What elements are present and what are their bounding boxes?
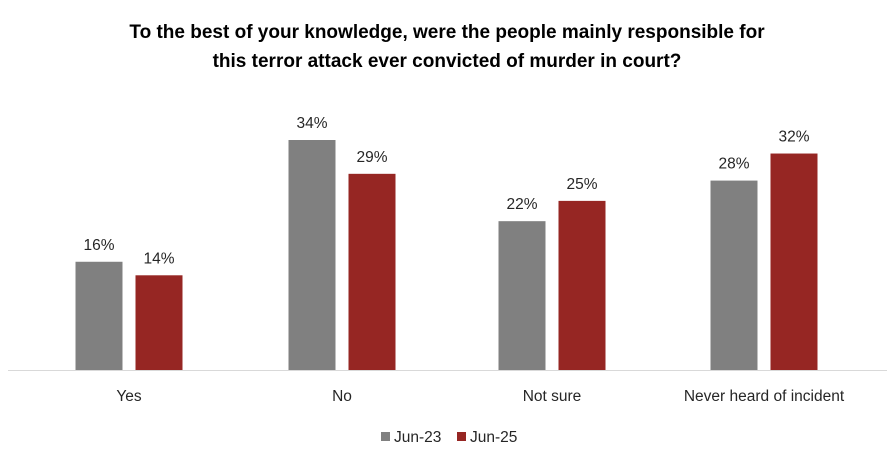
- chart-title: To the best of your knowledge, were the …: [129, 22, 765, 72]
- value-label-jun-23-no: 34%: [296, 115, 327, 132]
- legend-item-jun-25: Jun-25: [457, 429, 517, 446]
- value-label-jun-23-not-sure: 22%: [506, 196, 537, 213]
- category-label-yes: Yes: [116, 388, 142, 405]
- category-label-not-sure: Not sure: [523, 388, 582, 405]
- bar-jun-25-no: [348, 173, 396, 370]
- category-label-no: No: [332, 388, 352, 405]
- bar-jun-25-not-sure: [558, 200, 606, 370]
- bar-jun-23-no: [288, 140, 336, 370]
- bar-jun-25-yes: [135, 275, 183, 370]
- value-labels: 16% 14% 34% 29% 22% 25% 28% 32%: [83, 115, 809, 267]
- chart-title-line-2: this terror attack ever convicted of mur…: [213, 51, 682, 72]
- value-label-jun-23-never-heard-of-incident: 28%: [718, 156, 749, 173]
- legend-item-jun-23: Jun-23: [381, 429, 441, 446]
- legend-swatch-jun-25: [457, 432, 466, 441]
- category-labels: Yes No Not sure Never heard of incident: [116, 388, 844, 405]
- value-label-jun-25-yes: 14%: [143, 250, 174, 267]
- value-label-jun-23-yes: 16%: [83, 237, 114, 254]
- bar-jun-23-not-sure: [498, 221, 546, 370]
- bar-jun-25-never-heard-of-incident: [770, 153, 818, 370]
- legend-label-jun-25: Jun-25: [470, 429, 517, 446]
- value-label-jun-25-no: 29%: [356, 149, 387, 166]
- bar-jun-23-never-heard-of-incident: [710, 180, 758, 370]
- category-label-never-heard-of-incident: Never heard of incident: [684, 388, 845, 405]
- value-label-jun-25-never-heard-of-incident: 32%: [778, 129, 809, 146]
- legend-swatch-jun-23: [381, 432, 390, 441]
- legend-label-jun-23: Jun-23: [394, 429, 441, 446]
- chart-title-line-1: To the best of your knowledge, were the …: [129, 22, 765, 43]
- legend: Jun-23 Jun-25: [381, 429, 517, 446]
- bars: [75, 140, 818, 370]
- value-label-jun-25-not-sure: 25%: [566, 176, 597, 193]
- bar-jun-23-yes: [75, 261, 123, 370]
